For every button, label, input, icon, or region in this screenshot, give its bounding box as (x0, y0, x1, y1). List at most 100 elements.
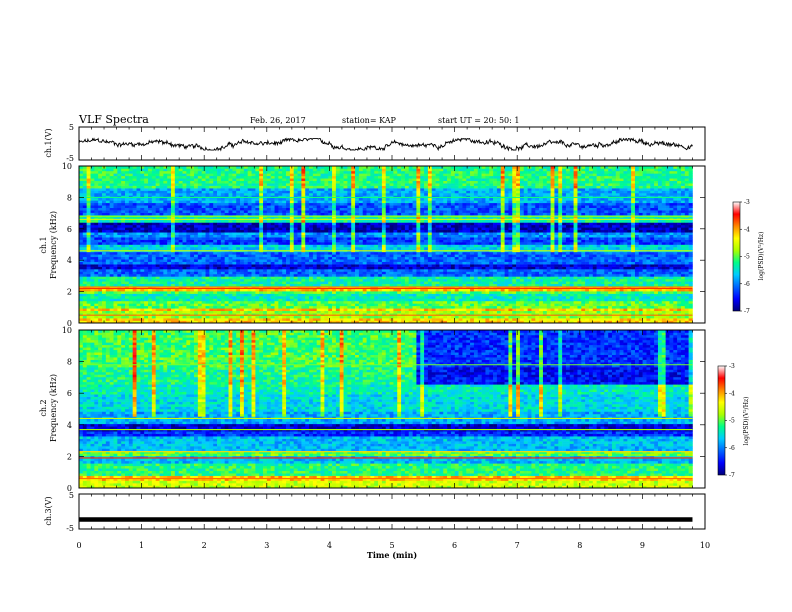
spectrogram-cell (266, 229, 272, 233)
spectrogram-cell (159, 202, 164, 206)
spectrogram-cell (102, 283, 107, 287)
spectrogram-cell (178, 219, 183, 223)
spectrogram-cell (324, 197, 329, 201)
spectrogram-cell (98, 185, 103, 189)
spectrogram-cell (102, 288, 107, 292)
spectrogram-cell (201, 286, 206, 289)
spectrogram-cell (362, 168, 367, 172)
spectrogram-cell (343, 229, 348, 233)
spectrogram-cell (351, 278, 356, 282)
spectrogram-cell (105, 310, 110, 314)
spectrogram-cell (174, 183, 179, 186)
spectrogram-cell (278, 259, 283, 262)
spectrogram-cell (347, 256, 352, 260)
spectrogram-cell (190, 296, 195, 299)
spectrogram-cell (121, 175, 126, 179)
spectrogram-cell (178, 200, 183, 204)
spectrogram-cell (362, 166, 367, 169)
spectrogram-cell (286, 178, 291, 182)
spectrogram-cell (159, 227, 164, 231)
spectrogram-cell (98, 261, 103, 265)
spectrogram-cell (251, 195, 256, 199)
spectrogram-cell (190, 288, 195, 292)
spectrogram-cell (197, 276, 202, 280)
spectrogram-cell (278, 192, 283, 196)
spectrogram-cell (205, 210, 210, 213)
spectrogram-cell (178, 320, 183, 324)
spectrogram-cell (148, 242, 153, 245)
spectrogram-cell (167, 202, 172, 206)
spectrogram-cell (159, 298, 164, 302)
spectrogram-cell (332, 278, 337, 282)
spectrogram-cell (136, 227, 141, 231)
spectrogram-cell (144, 232, 149, 235)
spectrogram-cell (201, 313, 206, 316)
spectrogram-cell (309, 197, 314, 201)
spectrogram-cell (197, 190, 202, 194)
spectrogram-cell (98, 303, 103, 307)
spectrogram-cell (339, 242, 344, 245)
spectrogram-cell (263, 320, 268, 324)
spectrogram-cell (282, 318, 287, 321)
spectrogram-cell (355, 251, 360, 255)
spectrogram-cell (362, 197, 367, 201)
spectrogram-cell (128, 246, 133, 250)
spectrogram-cell (121, 237, 126, 240)
spectrogram-cell (109, 281, 114, 285)
spectrogram-cell (79, 273, 84, 277)
spectrogram-cell (266, 227, 272, 231)
spectrogram-cell (159, 188, 164, 191)
spectrogram-cell (301, 224, 306, 228)
spectrogram-cell (197, 200, 202, 204)
spectrogram-cell (305, 254, 310, 258)
spectrogram-cell (243, 269, 248, 272)
spectrogram-cell (278, 205, 283, 208)
spectrogram-cell (339, 264, 344, 267)
spectrogram-cell (232, 256, 237, 260)
spectrogram-cell (328, 315, 333, 319)
spectrogram-cell (263, 298, 268, 302)
spectrogram-cell (178, 261, 183, 265)
spectrogram-cell (102, 251, 107, 255)
spectrogram-cell (332, 180, 337, 184)
spectrogram-cell (289, 313, 295, 316)
spectrogram-cell (144, 300, 149, 304)
spectrogram-cell (236, 318, 241, 321)
spectrogram-cell (205, 308, 210, 312)
spectrogram-cell (79, 168, 84, 172)
spectrogram-cell (182, 166, 187, 169)
spectrogram-cell (205, 273, 210, 277)
spectrogram-cell (251, 168, 256, 172)
spectrogram-cell (259, 244, 264, 248)
spectrogram-cell (159, 264, 164, 267)
spectrogram-cell (155, 269, 160, 272)
spectrogram-cell (140, 273, 145, 277)
spectrogram-cell (79, 222, 84, 226)
spectrogram-cell (94, 202, 99, 206)
spectrogram-cell (366, 264, 371, 267)
spectrogram-cell (293, 271, 298, 275)
spectrogram-cell (293, 259, 298, 262)
spectrogram-cell (132, 259, 137, 262)
spectrogram-cell (148, 288, 153, 292)
spectrogram-cell (182, 234, 187, 238)
spectrogram-cell (105, 234, 110, 238)
spectrogram-cell (148, 239, 153, 243)
spectrogram-cell (90, 232, 95, 235)
spectrogram-cell (86, 210, 91, 213)
spectrogram-cell (79, 185, 84, 189)
spectrogram-cell (351, 293, 356, 297)
spectrogram-cell (366, 197, 371, 201)
spectrogram-cell (182, 291, 187, 294)
spectrogram-cell (140, 197, 145, 201)
spectrogram-cell (167, 291, 172, 294)
spectrogram-cell (109, 200, 114, 204)
spectrogram-cell (178, 266, 183, 270)
spectrogram-cell (251, 207, 256, 211)
spectrogram-cell (282, 192, 287, 196)
spectrogram-cell (128, 237, 133, 240)
spectrogram-cell (255, 313, 260, 316)
spectrogram-cell (201, 318, 206, 321)
spectrogram-cell (220, 269, 225, 272)
spectrogram-cell (79, 264, 84, 267)
